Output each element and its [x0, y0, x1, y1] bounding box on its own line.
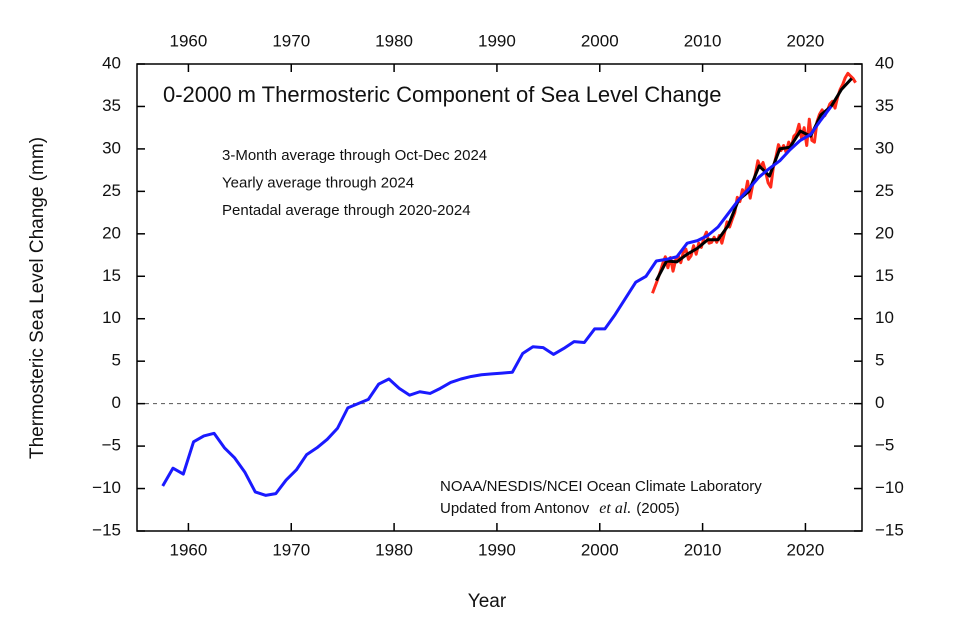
x-tick-label: 1980	[375, 31, 413, 50]
y-tick-label: −5	[875, 436, 894, 455]
series-line	[161, 105, 833, 497]
y-tick-label: 0	[875, 393, 884, 412]
source-text: (2005)	[636, 500, 679, 517]
y-tick-label: 30	[875, 138, 894, 157]
plot-frame	[136, 63, 863, 532]
y-tick-label: 25	[875, 181, 894, 200]
x-tick-label: 1980	[375, 540, 413, 559]
y-tick-label: 10	[102, 308, 121, 327]
legend-label: Yearly average through 2024	[222, 174, 414, 191]
y-tick-label: −10	[875, 478, 904, 497]
y-tick-label: −5	[102, 436, 121, 455]
x-axis-title: Year	[468, 591, 507, 612]
y-tick-label: 40	[875, 53, 894, 72]
series-line	[655, 77, 853, 282]
y-tick-label: 0	[112, 393, 121, 412]
x-tick-label: 2000	[581, 31, 619, 50]
y-tick-label: −15	[875, 520, 904, 539]
y-tick-label: 15	[102, 266, 121, 285]
y-tick-label: 15	[875, 266, 894, 285]
legend-label: 3-Month average through Oct-Dec 2024	[222, 147, 487, 164]
y-tick-label: 35	[102, 96, 121, 115]
y-tick-label: 30	[102, 138, 121, 157]
x-tick-label: 1990	[478, 540, 516, 559]
legend-label: Pentadal average through 2020-2024	[222, 202, 471, 219]
x-tick-label: 2000	[581, 540, 619, 559]
y-tick-label: −10	[92, 478, 121, 497]
x-tick-label: 1990	[478, 31, 516, 50]
y-tick-label: 40	[102, 53, 121, 72]
chart-title: 0-2000 m Thermosteric Component of Sea L…	[163, 82, 721, 107]
x-tick-label: 2020	[787, 540, 825, 559]
y-tick-label: 20	[875, 223, 894, 242]
source-note: Updated from Antonov et al. (2005)	[440, 500, 680, 517]
source-note: NOAA/NESDIS/NCEI Ocean Climate Laborator…	[440, 478, 762, 495]
y-tick-label: 35	[875, 96, 894, 115]
x-tick-label: 2020	[787, 31, 825, 50]
y-tick-label: 5	[875, 351, 884, 370]
y-tick-label: −15	[92, 520, 121, 539]
y-tick-label: 20	[102, 223, 121, 242]
x-tick-label: 1960	[170, 540, 208, 559]
x-tick-label: 1970	[272, 31, 310, 50]
y-tick-label: 10	[875, 308, 894, 327]
source-text: Updated from Antonov	[440, 500, 590, 517]
x-tick-label: 1970	[272, 540, 310, 559]
y-tick-label: 5	[112, 351, 121, 370]
x-tick-label: 2010	[684, 31, 722, 50]
y-tick-label: 25	[102, 181, 121, 200]
x-tick-label: 2010	[684, 540, 722, 559]
source-text: et al.	[599, 500, 631, 517]
x-tick-label: 1960	[170, 31, 208, 50]
y-axis-title: Thermosteric Sea Level Change (mm)	[27, 137, 48, 459]
